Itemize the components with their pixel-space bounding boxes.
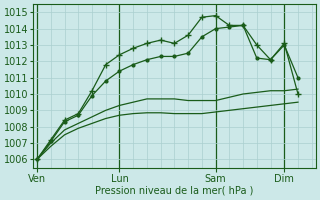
X-axis label: Pression niveau de la mer( hPa ): Pression niveau de la mer( hPa ) <box>95 186 253 196</box>
